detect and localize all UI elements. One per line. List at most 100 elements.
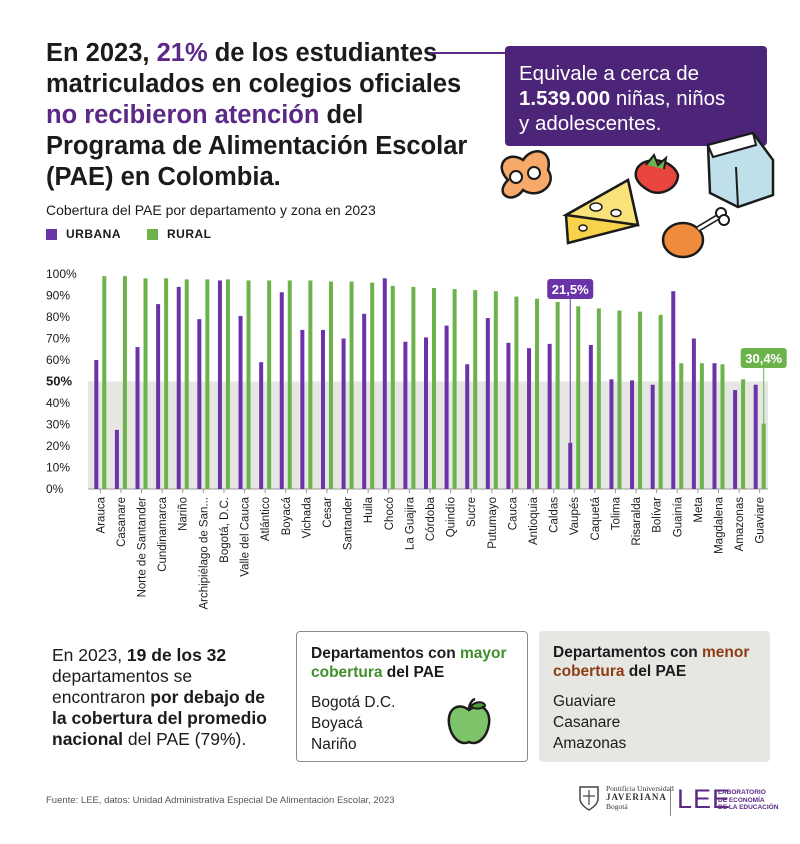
javeriana-logo: Pontificia Universidad JAVERIANA Bogotá [578, 784, 674, 811]
x-tick-label: Amazonas [734, 497, 746, 552]
y-tick-label: 90% [46, 289, 70, 303]
bar-rural [349, 281, 354, 489]
bar-urbana [320, 329, 325, 489]
low-title-a: Departamentos con [553, 644, 703, 661]
milk-carton-icon [706, 131, 775, 209]
bar-urbana [527, 348, 532, 489]
bar-urbana [424, 337, 428, 489]
x-tick-label: Casanare [116, 497, 128, 547]
bar-urbana [217, 280, 222, 489]
bar-rural [390, 285, 395, 489]
high-coverage-box: Departamentos con mayor cobertura del PA… [296, 631, 528, 762]
x-tick-label: Córdoba [425, 496, 437, 541]
high-title-c: del PAE [382, 664, 445, 681]
x-tick-label: Tolima [610, 496, 622, 530]
legend-label-rural: RURAL [167, 227, 212, 241]
bar-urbana [382, 278, 387, 489]
bar-rural [225, 279, 230, 489]
x-tick-label: Meta [693, 496, 705, 522]
callout-connector-line [430, 52, 510, 54]
bar-urbana [609, 379, 614, 489]
y-tick-label: 20% [46, 439, 70, 453]
bar-urbana [114, 429, 119, 489]
bar-rural [576, 306, 581, 489]
summary-b2: por debajo de la cobertura del promedio … [52, 687, 267, 749]
bar-chart: 0% 10% 20% 30% 40% 50% 60% 70% 80% 90% 100% Arauca C… [46, 267, 787, 610]
x-tick-label: Vaupés [569, 497, 581, 535]
bar-urbana [300, 329, 305, 489]
legend-swatch-urbana [46, 228, 57, 240]
bar-rural [473, 290, 478, 489]
summary-t1: En 2023, [52, 645, 127, 665]
annotation-badge [740, 348, 787, 368]
y-tick-label: 40% [46, 396, 70, 410]
high-title-b: mayor cobertura [311, 645, 507, 681]
logo-univ-line2: JAVERIANA [606, 792, 667, 802]
crest-icon [579, 785, 599, 811]
bar-urbana [238, 315, 243, 489]
x-tick-label: Atlántico [260, 497, 272, 541]
list-item: Amazonas [553, 735, 627, 752]
logo-univ-line1: Pontificia Universidad [606, 784, 674, 793]
logo-univ-line3: Bogotá [606, 802, 628, 811]
bar-rural [411, 286, 416, 489]
x-tick-label: Chocó [384, 497, 396, 530]
bar-urbana [733, 390, 738, 489]
bar-rural [596, 308, 601, 489]
low-coverage-list: Guaviare Casanare Amazonas [553, 691, 756, 754]
x-tick-label: Bogotá, D.C. [219, 497, 231, 563]
bar-urbana [485, 318, 490, 489]
headline-highlight-pct: 21% [156, 39, 208, 67]
bar-urbana [279, 292, 284, 489]
lab-line3: DE LA EDUCACIÓN [718, 804, 779, 811]
bar-urbana [444, 325, 449, 489]
bar-rural [205, 279, 210, 489]
y-tick-label: 10% [46, 461, 70, 475]
high-coverage-title: Departamentos con mayor cobertura del PA… [311, 644, 513, 682]
x-tick-label: Valle del Cauca [240, 496, 252, 576]
legend-item-rural: RURAL [147, 227, 212, 241]
summary-text: En 2023, 19 de los 32 departamentos se e… [52, 645, 282, 750]
x-tick-label: Sucre [466, 497, 478, 527]
x-tick-label: Norte de Santander [137, 497, 149, 598]
headline-part1: En 2023, [46, 39, 157, 67]
bar-rural [184, 279, 189, 489]
source-note: Fuente: LEE, datos: Unidad Administrativ… [46, 795, 395, 806]
logo-divider [670, 786, 671, 816]
list-item: Bogotá D.C. [311, 694, 396, 711]
bar-rural [617, 310, 622, 489]
bar-rural [658, 314, 663, 489]
bar-urbana [506, 342, 511, 489]
headline-part3: del Programa de Alimentación Escolar (PA… [46, 101, 468, 191]
low-title-b: menor cobertura [553, 644, 750, 680]
list-item: Guaviare [553, 693, 616, 710]
bar-rural [452, 289, 457, 489]
bar-urbana [259, 362, 264, 489]
bar-urbana [341, 338, 346, 489]
legend-label-urbana: URBANA [66, 227, 121, 241]
lee-logo: LEE [677, 784, 732, 814]
legend-item-urbana: URBANA [46, 227, 121, 241]
x-tick-label: Bolívar [652, 497, 664, 533]
callout-line2: niñas, niños [610, 87, 726, 110]
x-tick-label: Magdalena [713, 496, 725, 554]
bar-rural [514, 296, 519, 489]
bar-urbana [197, 319, 202, 489]
bar-rural [741, 379, 746, 489]
y-tick-label: 0% [46, 482, 64, 496]
bar-urbana [403, 341, 408, 489]
chicken-leg-icon [661, 207, 730, 259]
bar-rural [638, 311, 643, 489]
bar-urbana [156, 304, 161, 489]
y-tick-label: 50% [46, 374, 72, 389]
bar-rural [535, 298, 540, 489]
low-coverage-title: Departamentos con menor cobertura del PA… [553, 643, 756, 681]
bar-rural [164, 278, 169, 489]
y-tick-label: 80% [46, 310, 70, 324]
x-tick-label: Santander [343, 497, 355, 550]
bar-urbana [547, 343, 552, 489]
bar-rural [246, 280, 251, 489]
bar-rural [287, 280, 292, 489]
bar-rural [493, 291, 498, 489]
pretzel-icon [500, 150, 552, 199]
